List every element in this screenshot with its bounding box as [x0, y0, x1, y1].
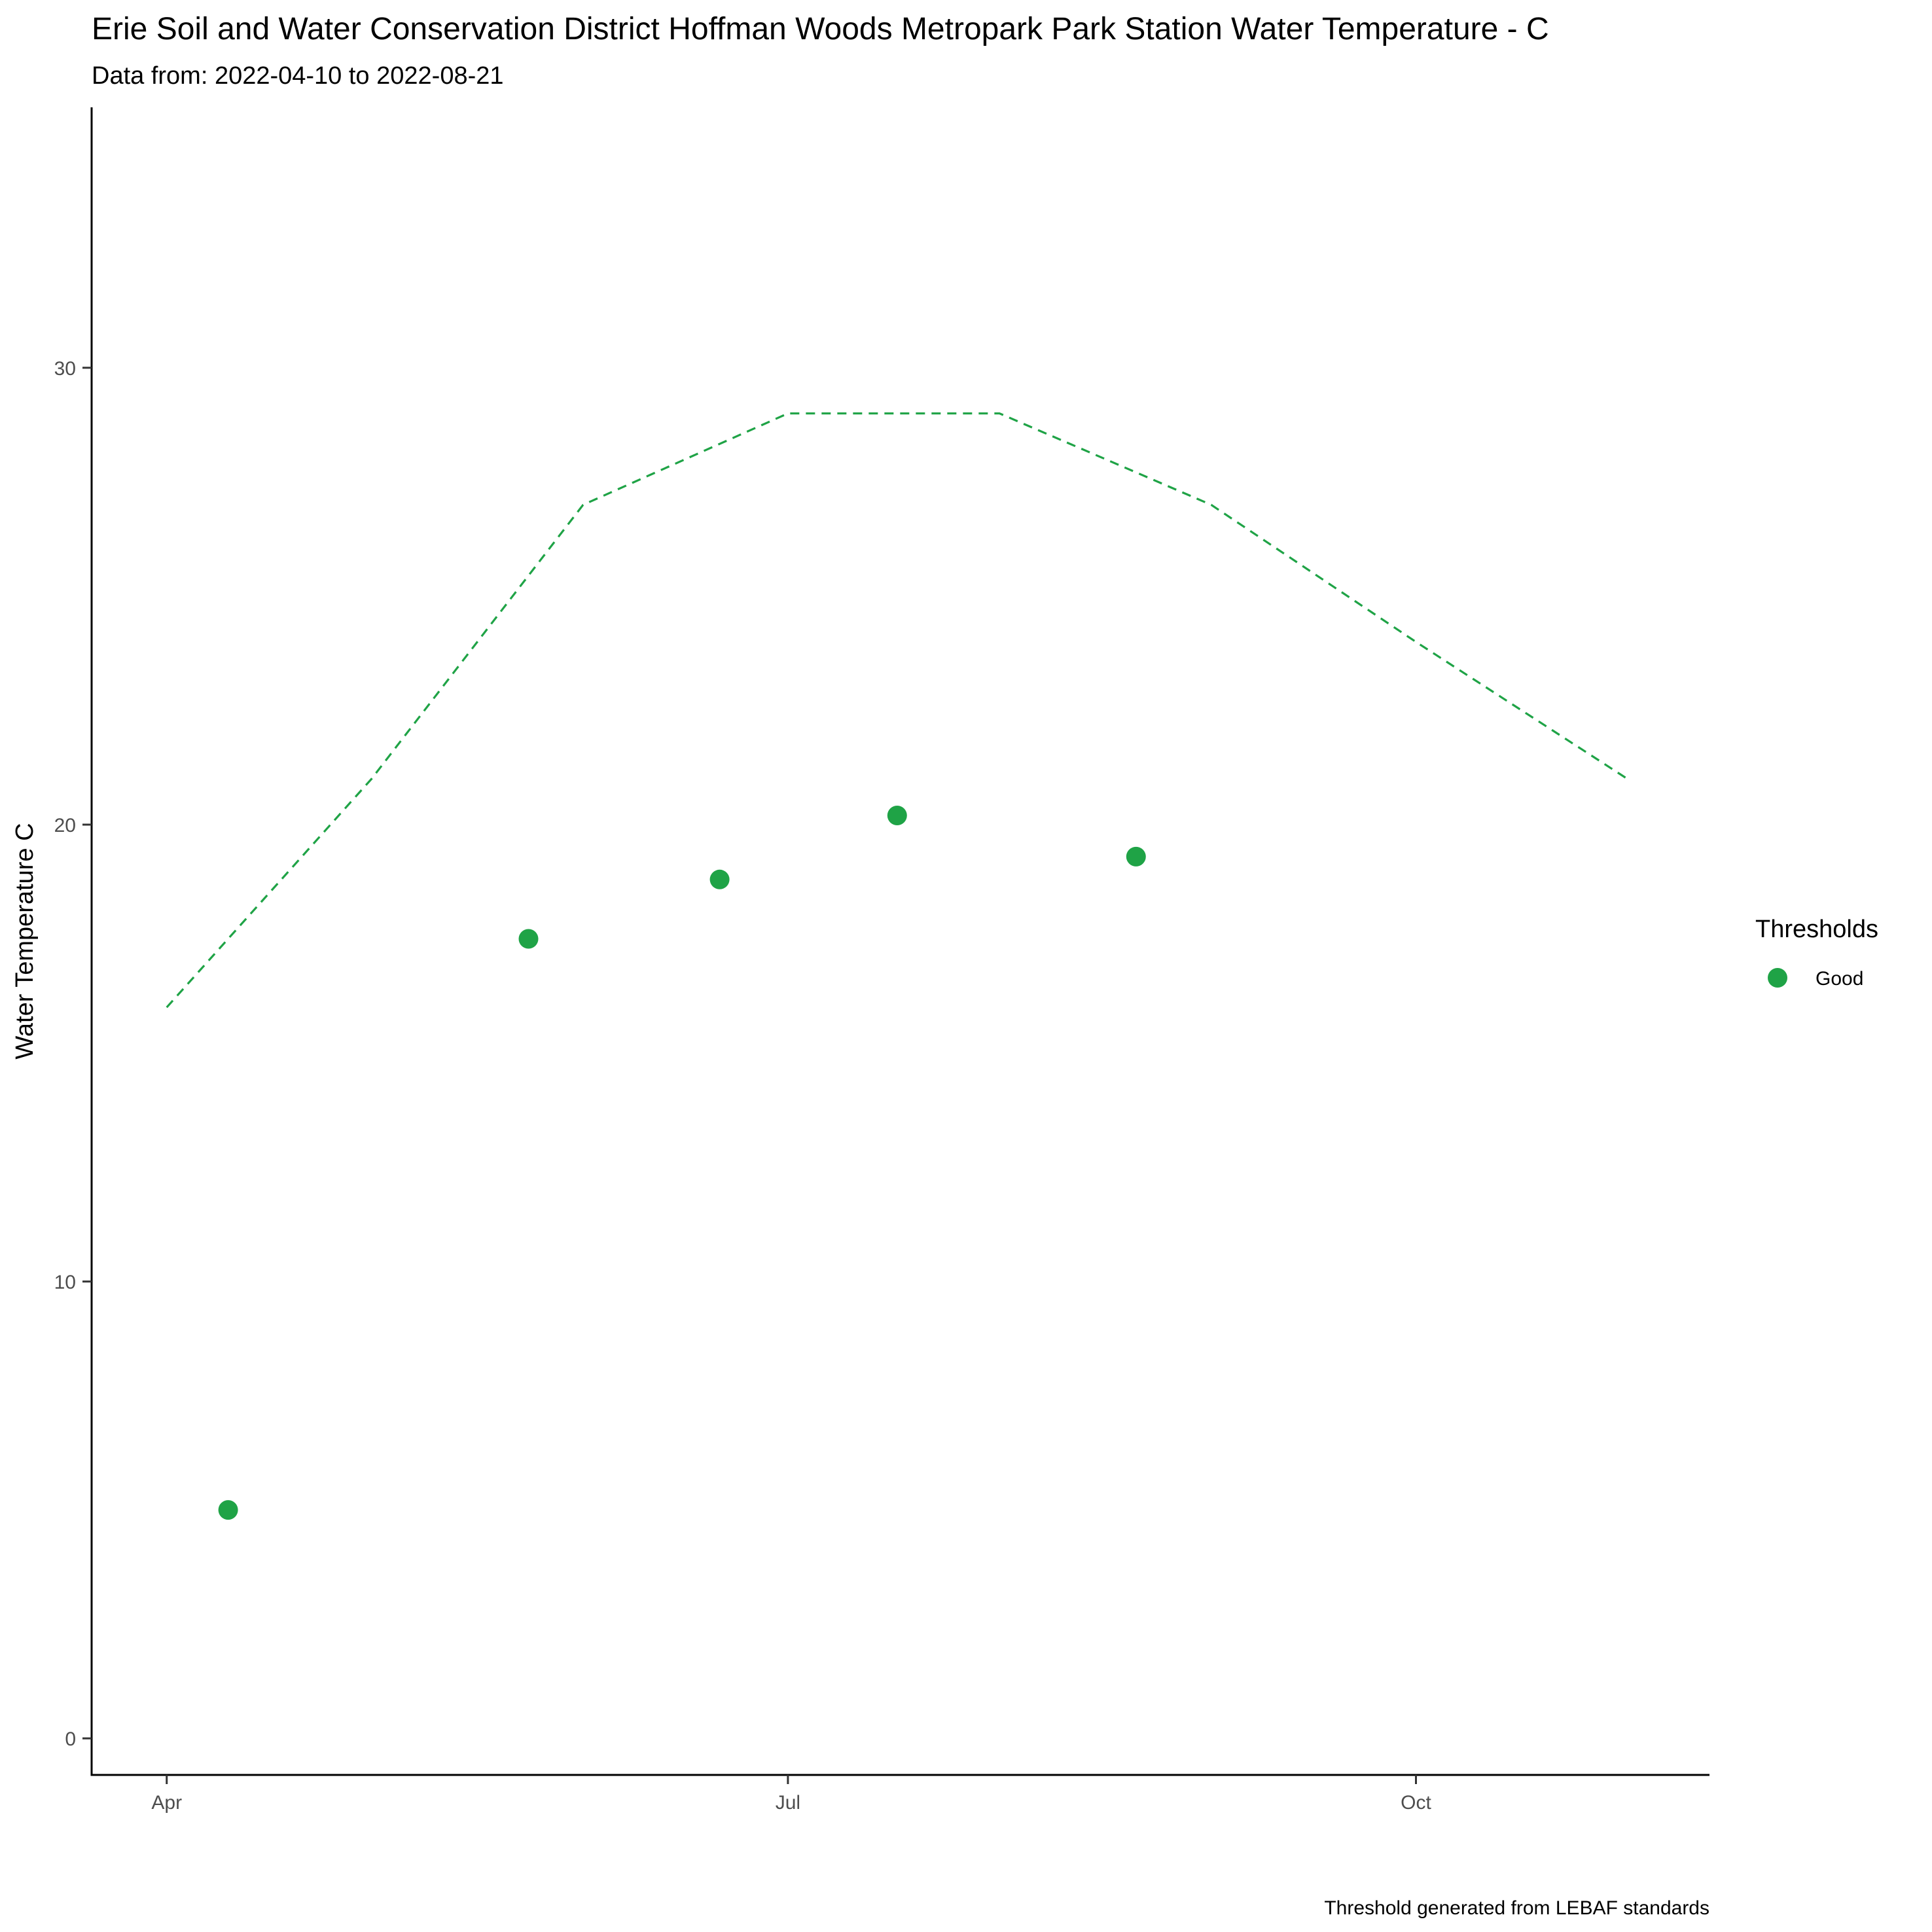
- plot-area: [166, 412, 1628, 1520]
- chart-title: Erie Soil and Water Conservation Distric…: [92, 12, 1549, 46]
- y-axis-ticks: 0 10 20 30: [54, 358, 92, 1750]
- x-tick-label-apr: Apr: [151, 1792, 182, 1814]
- legend-key-good: [1768, 968, 1787, 988]
- x-axis-ticks: Apr Jul Oct: [151, 1775, 1431, 1814]
- y-tick-label-0: 0: [65, 1728, 76, 1750]
- data-point-2: [518, 929, 539, 949]
- chart-subtitle: Data from: 2022-04-10 to 2022-08-21: [92, 62, 504, 90]
- x-tick-label-jul: Jul: [776, 1792, 800, 1814]
- chart-caption: Threshold generated from LEBAF standards: [1324, 1897, 1709, 1919]
- y-axis-title: Water Temperature C: [11, 823, 39, 1059]
- x-tick-label-oct: Oct: [1401, 1792, 1431, 1814]
- legend-label-good: Good: [1816, 968, 1863, 990]
- data-point-3: [709, 869, 730, 889]
- legend-title: Thresholds: [1755, 916, 1878, 943]
- y-tick-label-30: 30: [54, 358, 76, 380]
- data-point-4: [887, 806, 907, 825]
- data-point-5: [1126, 846, 1146, 867]
- legend: Thresholds Good: [1755, 916, 1878, 990]
- threshold-line: [166, 412, 1628, 1009]
- data-point-1: [218, 1500, 238, 1520]
- y-tick-label-10: 10: [54, 1272, 76, 1293]
- y-tick-label-20: 20: [54, 815, 76, 836]
